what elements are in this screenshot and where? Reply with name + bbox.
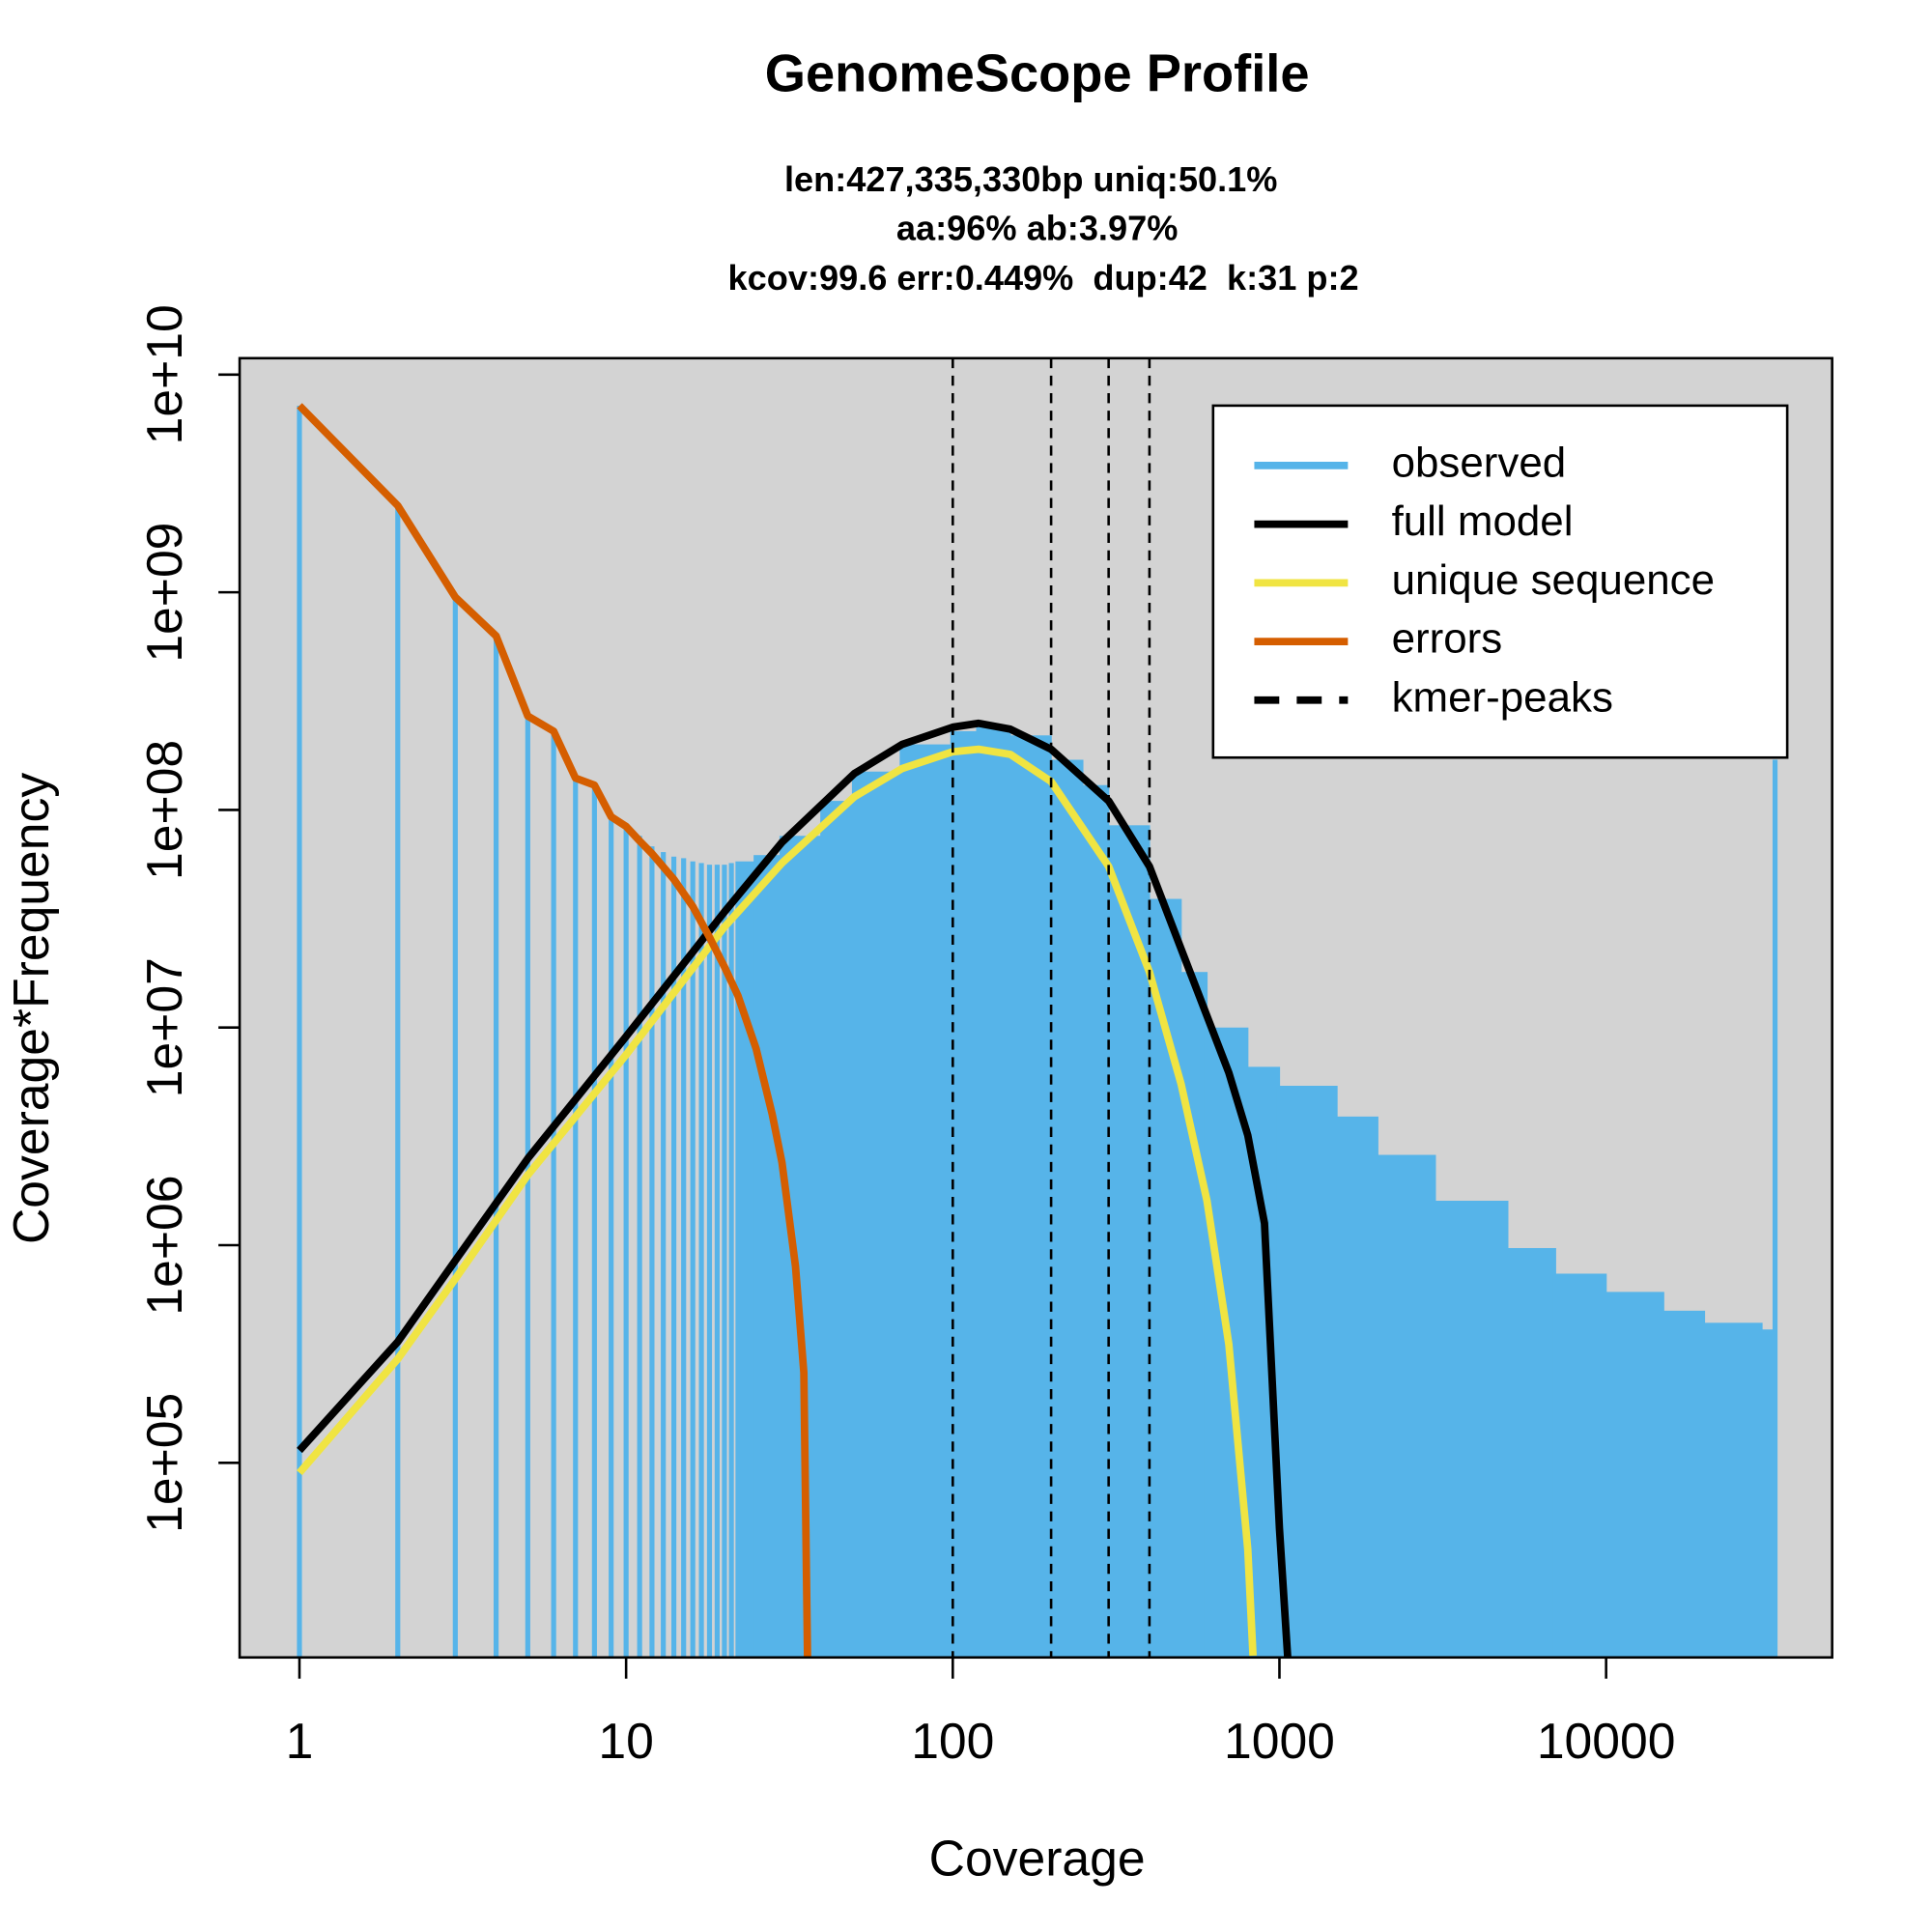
- model-line: [297, 745, 1257, 1657]
- observed-bar: [1759, 1329, 1776, 1658]
- chart-title: GenomeScope Profile: [765, 44, 1310, 102]
- subtitle: kcov:99.6 err:0.449% dup:42 k:31 p:2: [728, 258, 1359, 298]
- observed-bar: [493, 636, 499, 1658]
- observed-bar: [690, 861, 696, 1658]
- observed-bar: [698, 863, 704, 1658]
- x-tick-label: 10: [598, 1713, 653, 1769]
- observed-bar: [753, 855, 783, 1658]
- observed-bar: [976, 726, 1011, 1658]
- legend-label: unique sequence: [1392, 556, 1715, 604]
- legend-label: errors: [1392, 615, 1503, 663]
- observed-bar: [297, 405, 302, 1658]
- legend-label: full model: [1392, 497, 1574, 545]
- observed-bar: [1772, 759, 1778, 1658]
- observed-bar: [573, 778, 579, 1658]
- model-line: [297, 719, 1292, 1658]
- axes: 1 10 100 1000 10000 1e+05 1e+06 1e+07 1e+08 1e+09…: [136, 304, 1675, 1769]
- y-tick-label: 1e+07: [136, 957, 192, 1097]
- observed-bar: [525, 716, 530, 1658]
- x-tick-label: 1: [286, 1713, 314, 1769]
- y-axis-title: Coverage*Frequency: [3, 773, 59, 1244]
- observed-bar: [637, 836, 642, 1658]
- observed-bar: [395, 505, 401, 1658]
- y-tick-label: 1e+10: [136, 304, 192, 444]
- observed-bar: [670, 856, 677, 1658]
- observed-bar: [779, 836, 824, 1658]
- observed-bar: [722, 865, 727, 1658]
- y-tick-label: 1e+09: [136, 523, 192, 663]
- observed-bar: [1604, 1292, 1664, 1658]
- observed-bar: [735, 861, 757, 1658]
- observed-bar: [551, 730, 556, 1658]
- x-tick-label: 1000: [1224, 1713, 1335, 1769]
- observed-bar: [728, 863, 734, 1658]
- observed-bar: [661, 852, 667, 1658]
- observed-bar: [851, 771, 903, 1658]
- y-tick-label: 1e+08: [136, 740, 192, 880]
- subtitle: aa:96% ab:3.97%: [896, 209, 1178, 248]
- observed-bar: [714, 865, 720, 1658]
- y-tick-label: 1e+05: [136, 1393, 192, 1533]
- observed-bar: [623, 826, 629, 1658]
- x-axis-title: Coverage: [929, 1830, 1146, 1886]
- observed-bar: [609, 816, 614, 1658]
- observed-bar: [1552, 1273, 1607, 1658]
- observed-bar: [649, 846, 655, 1658]
- observed-bar: [1179, 972, 1208, 1658]
- y-tick-label: 1e+06: [136, 1175, 192, 1315]
- observed-bar: [1433, 1201, 1509, 1658]
- plot-area: [297, 357, 1778, 1658]
- legend-label: observed: [1392, 440, 1567, 487]
- observed-bar: [706, 865, 713, 1658]
- observed-bar: [1334, 1116, 1378, 1658]
- subtitle: len:427,335,330bp uniq:50.1%: [784, 159, 1277, 199]
- legend-label: kmer-peaks: [1392, 673, 1613, 721]
- observed-bar: [1375, 1154, 1436, 1658]
- observed-bar: [1701, 1322, 1763, 1658]
- observed-bar: [591, 784, 597, 1658]
- model-line: [297, 403, 811, 1658]
- x-tick-label: 10000: [1537, 1713, 1676, 1769]
- observed-bar: [452, 599, 458, 1658]
- observed-bar: [1008, 735, 1052, 1658]
- observed-bar: [1661, 1310, 1706, 1658]
- observed-bar: [820, 801, 856, 1658]
- observed-bar: [1276, 1086, 1338, 1658]
- observed-bar: [950, 730, 980, 1658]
- legend: observed full model unique sequence errors k…: [1211, 404, 1789, 759]
- observed-bar: [1048, 759, 1084, 1658]
- x-tick-label: 100: [911, 1713, 994, 1769]
- observed-bar: [681, 858, 687, 1658]
- observed-bar: [899, 744, 953, 1658]
- observed-bar: [1080, 784, 1110, 1658]
- observed-bar: [1505, 1247, 1556, 1658]
- plot-frame: [238, 356, 1833, 1660]
